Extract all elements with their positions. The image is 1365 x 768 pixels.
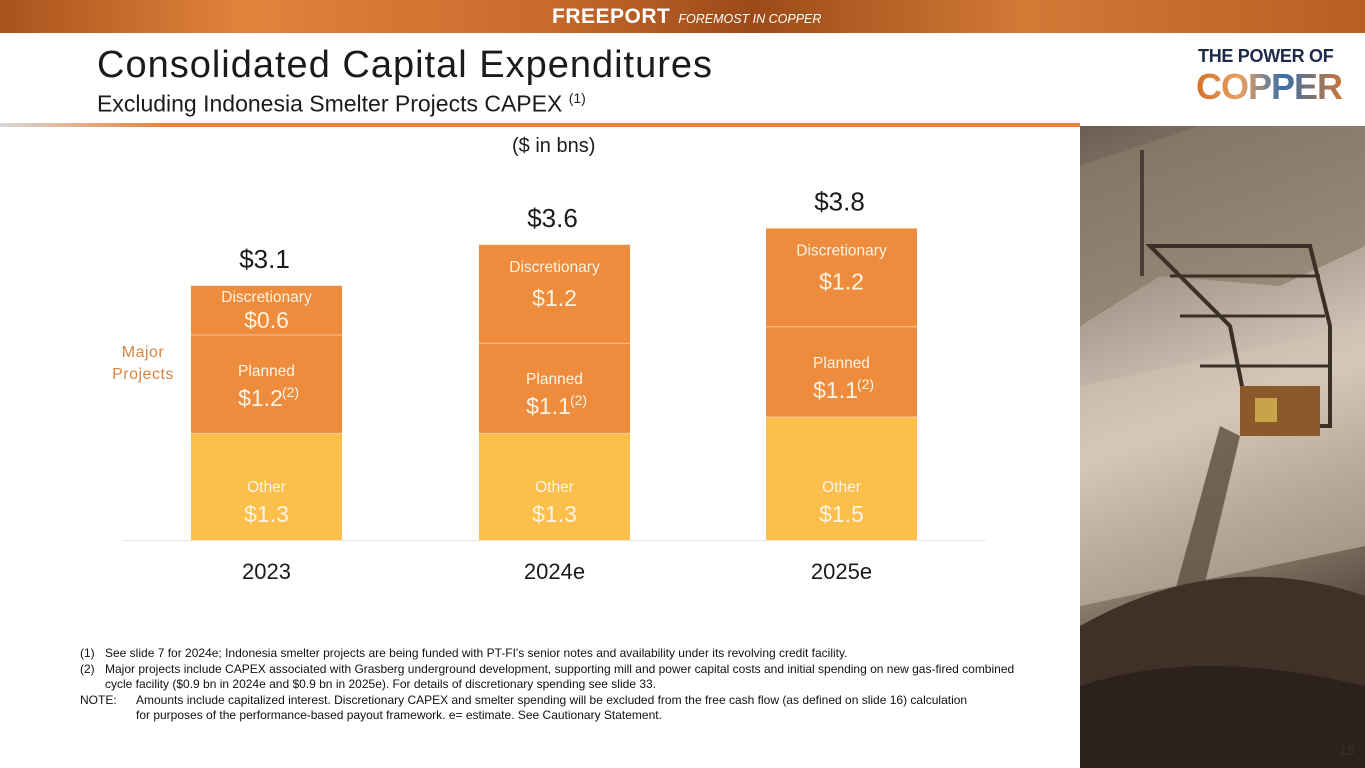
note-line-2: for purposes of the performance-based pa…	[136, 708, 662, 722]
x-tick-2025e: 2025e	[811, 559, 872, 584]
segment-value-other-2025e: $1.5	[819, 501, 864, 527]
brand-name: FREEPORT	[552, 5, 671, 28]
bar-planned-2024e	[479, 343, 630, 434]
x-tick-2023: 2023	[242, 559, 291, 584]
footnote-2-mark: (2)	[80, 661, 95, 676]
segment-name-planned-2024e: Planned	[526, 371, 583, 388]
subtitle-footnote-ref: (1)	[568, 90, 586, 106]
footnote-2: (2) Major projects include CAPEX associa…	[80, 662, 1040, 693]
segment-note-planned-2023: (2)	[282, 384, 299, 400]
segment-name-other-2024e: Other	[535, 479, 574, 496]
logo-main-text: COPPER	[1196, 66, 1343, 107]
logo-top-text: THE POWER OF	[1198, 46, 1334, 66]
bar-discretionary-2023	[191, 285, 342, 335]
bar-other-2023	[191, 433, 342, 540]
footnotes: (1) See slide 7 for 2024e; Indonesia sme…	[80, 646, 1040, 724]
title-divider	[0, 123, 1080, 127]
freeport-brand: FREEPORT FOREMOST IN COPPER	[552, 5, 821, 29]
segment-value-other-2023: $1.3	[244, 501, 289, 527]
bar-total-2025e: $3.8	[814, 186, 865, 216]
bar-discretionary-2024e	[479, 244, 630, 344]
power-of-copper-logo: THE POWER OF COPPER	[1196, 46, 1356, 108]
footnote-1-text: See slide 7 for 2024e; Indonesia smelter…	[105, 646, 848, 660]
page-title: Consolidated Capital Expenditures	[97, 44, 714, 86]
segment-name-other-2025e: Other	[822, 479, 861, 496]
bar-planned-2025e	[766, 326, 917, 417]
segment-name-discretionary-2025e: Discretionary	[796, 242, 887, 259]
bar-other-2024e	[479, 433, 630, 540]
major-projects-label: Major Projects	[108, 342, 178, 386]
segment-value-planned-2025e: $1.1	[813, 377, 858, 403]
segment-name-discretionary-2024e: Discretionary	[509, 259, 600, 276]
mining-conveyor-photo	[1080, 126, 1365, 768]
footnote-2-text: Major projects include CAPEX associated …	[105, 661, 1015, 692]
note: NOTE: Amounts include capitalized intere…	[80, 693, 1040, 709]
segment-name-other-2023: Other	[247, 479, 286, 496]
segment-name-planned-2023: Planned	[238, 363, 295, 380]
segment-note-planned-2025e: (2)	[857, 376, 874, 392]
major-projects-label-line2: Projects	[112, 366, 174, 383]
bar-planned-2023	[191, 335, 342, 434]
segment-name-discretionary-2023: Discretionary	[221, 289, 312, 306]
bar-total-2024e: $3.6	[527, 203, 578, 233]
segment-value-other-2024e: $1.3	[532, 501, 577, 527]
major-projects-label-line1: Major	[121, 344, 165, 361]
page-number: 15	[1340, 743, 1355, 758]
segment-value-planned-2023: $1.2	[238, 385, 283, 411]
bar-total-2023: $3.1	[239, 244, 290, 274]
segment-name-planned-2025e: Planned	[813, 355, 870, 372]
segment-value-discretionary-2025e: $1.2	[819, 268, 864, 294]
bar-other-2025e	[766, 417, 917, 540]
footnote-1-mark: (1)	[80, 646, 95, 660]
unit-note: ($ in bns)	[512, 135, 596, 157]
note-line-1: Amounts include capitalized interest. Di…	[136, 692, 968, 707]
segment-value-planned-2024e: $1.1	[526, 393, 571, 419]
note-mark: NOTE:	[80, 692, 117, 707]
footnote-1: (1) See slide 7 for 2024e; Indonesia sme…	[80, 646, 1040, 662]
segment-value-discretionary-2023: $0.6	[244, 307, 289, 333]
segment-value-discretionary-2024e: $1.2	[532, 285, 577, 311]
page-subtitle: Excluding Indonesia Smelter Projects CAP…	[97, 90, 586, 118]
segment-note-planned-2024e: (2)	[570, 392, 587, 408]
x-tick-2024e: 2024e	[524, 559, 585, 584]
brand-tagline: FOREMOST IN COPPER	[678, 12, 822, 26]
top-banner: FREEPORT FOREMOST IN COPPER	[0, 0, 1365, 33]
bar-discretionary-2025e	[766, 228, 917, 327]
subtitle-text: Excluding Indonesia Smelter Projects CAP…	[97, 90, 563, 117]
